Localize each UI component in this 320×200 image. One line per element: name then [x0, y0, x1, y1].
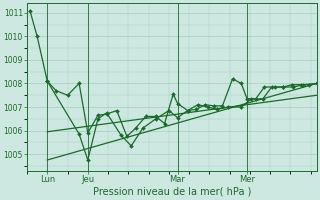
X-axis label: Pression niveau de la mer( hPa ): Pression niveau de la mer( hPa ) — [92, 187, 251, 197]
